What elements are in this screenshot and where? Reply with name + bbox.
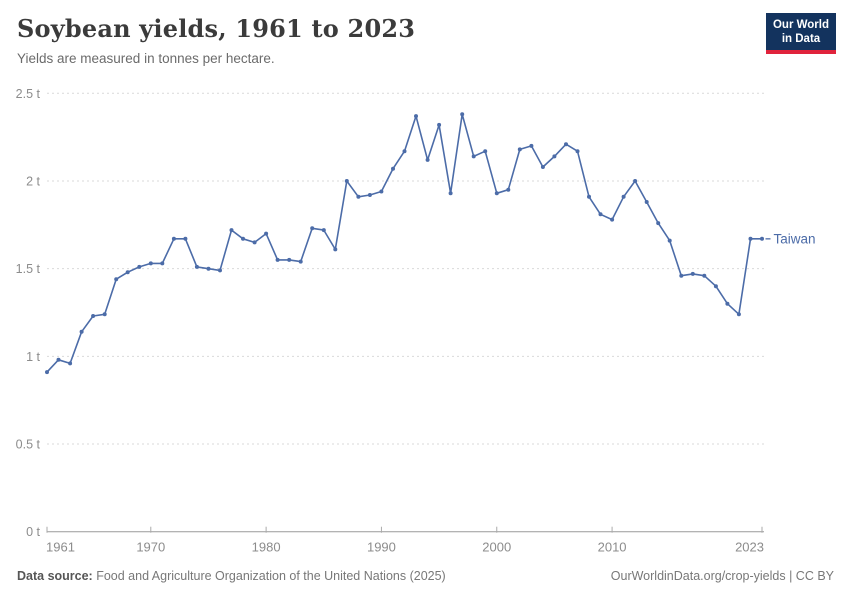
data-point[interactable] (748, 236, 753, 241)
data-point[interactable] (333, 247, 338, 252)
data-point[interactable] (506, 187, 511, 192)
data-point[interactable] (91, 314, 96, 318)
data-point[interactable] (102, 312, 107, 317)
x-tick-label: 1961 (46, 540, 75, 555)
owid-logo[interactable]: Our World in Data (766, 13, 836, 54)
data-point[interactable] (194, 264, 199, 269)
data-source-label: Data source: (17, 569, 93, 583)
data-source-note: Data source: Food and Agriculture Organi… (17, 569, 446, 583)
data-point[interactable] (540, 165, 545, 169)
data-point[interactable] (517, 147, 522, 152)
data-point[interactable] (483, 149, 488, 154)
data-point[interactable] (218, 268, 222, 273)
data-point[interactable] (356, 194, 361, 199)
data-point[interactable] (344, 179, 349, 183)
x-tick-label: 2023 (735, 540, 764, 555)
data-point[interactable] (298, 259, 303, 264)
data-point[interactable] (252, 240, 257, 245)
data-point[interactable] (79, 329, 84, 334)
data-point[interactable] (656, 221, 661, 226)
x-tick-label: 1990 (367, 540, 396, 555)
data-point[interactable] (367, 193, 372, 197)
data-point[interactable] (552, 154, 557, 159)
data-point[interactable] (425, 157, 430, 162)
data-point[interactable] (736, 312, 741, 317)
data-point[interactable] (587, 194, 591, 199)
data-point[interactable] (575, 149, 580, 154)
page-title: Soybean yields, 1961 to 2023 (17, 14, 416, 43)
footer: Data source: Food and Agriculture Organi… (17, 569, 834, 583)
y-tick-label: 2 t (26, 174, 40, 188)
data-point[interactable] (471, 154, 476, 159)
data-point[interactable] (598, 212, 603, 217)
data-point[interactable] (460, 112, 465, 117)
data-point[interactable] (667, 238, 672, 243)
data-point[interactable] (206, 266, 211, 271)
data-point[interactable] (287, 257, 292, 262)
data-point[interactable] (437, 122, 442, 127)
data-point[interactable] (310, 226, 315, 231)
owid-logo-box: Our World in Data (766, 13, 836, 50)
data-point[interactable] (644, 200, 649, 204)
y-tick-label: 2.5 t (16, 87, 41, 101)
data-point[interactable] (760, 236, 764, 241)
data-point[interactable] (379, 189, 384, 194)
owid-logo-red-bar (766, 50, 836, 54)
page-subtitle: Yields are measured in tonnes per hectar… (17, 51, 275, 66)
data-point[interactable] (321, 228, 326, 233)
y-tick-label: 1.5 t (16, 262, 41, 276)
data-point[interactable] (391, 166, 395, 171)
data-point[interactable] (402, 149, 407, 154)
data-point[interactable] (183, 236, 188, 241)
data-point[interactable] (564, 142, 568, 147)
data-point[interactable] (494, 191, 499, 196)
data-point[interactable] (275, 257, 280, 262)
y-tick-label: 0.5 t (16, 438, 41, 452)
data-point[interactable] (137, 264, 142, 269)
data-point[interactable] (264, 231, 269, 236)
data-point[interactable] (690, 271, 695, 276)
owid-logo-line2: in Data (781, 33, 821, 45)
data-point[interactable] (448, 191, 453, 196)
data-point[interactable] (713, 284, 718, 289)
x-tick-label: 1970 (136, 540, 165, 555)
data-point[interactable] (633, 179, 638, 183)
x-tick-label: 1980 (252, 540, 281, 555)
data-point[interactable] (414, 114, 418, 119)
owid-logo-line1: Our World (772, 19, 829, 31)
data-point[interactable] (160, 261, 165, 266)
data-point[interactable] (45, 370, 49, 375)
y-tick-label: 0 t (26, 525, 40, 539)
data-point[interactable] (229, 228, 234, 233)
data-point[interactable] (114, 277, 119, 282)
y-tick-label: 1 t (26, 350, 40, 364)
x-tick-label: 2000 (482, 540, 511, 555)
data-point[interactable] (621, 194, 626, 199)
data-point[interactable] (125, 270, 130, 275)
data-point[interactable] (68, 361, 73, 366)
data-point[interactable] (241, 236, 245, 241)
data-source-text: Food and Agriculture Organization of the… (92, 569, 446, 583)
data-point[interactable] (529, 143, 534, 148)
data-point[interactable] (171, 236, 176, 241)
data-point[interactable] (702, 273, 707, 278)
footer-link[interactable]: OurWorldinData.org/crop-yields | CC BY (610, 569, 834, 583)
x-tick-label: 2010 (598, 540, 627, 555)
data-point[interactable] (148, 261, 153, 266)
data-point[interactable] (56, 357, 61, 362)
series-label-taiwan[interactable]: Taiwan (774, 231, 816, 246)
data-point[interactable] (725, 301, 730, 306)
data-point[interactable] (679, 273, 684, 278)
data-point[interactable] (610, 217, 615, 222)
